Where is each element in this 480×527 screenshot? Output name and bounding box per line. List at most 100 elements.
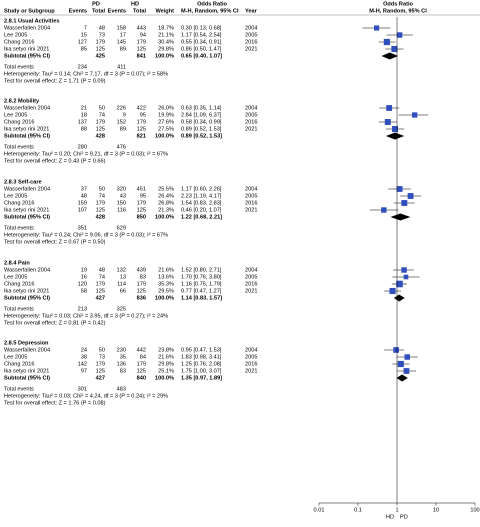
study-square: [389, 287, 396, 295]
subtotal-ci: 1.35 [0.97, 1.89]: [181, 375, 222, 381]
year: 2005: [245, 32, 257, 38]
pd-total: 74: [99, 274, 105, 280]
study-square: [412, 112, 418, 118]
hd-events: 145: [117, 39, 126, 45]
odds-ratio-ci: 2.84 [1.09, 6.37]: [181, 112, 222, 118]
overall-effect: Test for overall effect: Z = 1.71 (P = 0…: [4, 78, 106, 84]
hd-total: 439: [137, 267, 146, 273]
odds-ratio-ci: 1.17 [0.60, 2.26]: [181, 186, 222, 192]
pd-events: 142: [78, 361, 87, 367]
subtotal-ci: 0.65 [0.40, 1.07]: [181, 53, 222, 59]
total-events-hd: 629: [117, 225, 126, 231]
weight: 21.3%: [158, 207, 174, 213]
subtotal-pd-total: 427: [96, 295, 105, 301]
total-events-hd: 483: [117, 386, 126, 392]
hd-events: 132: [117, 267, 126, 273]
subtotal-hd-total: 841: [137, 53, 146, 59]
pd-events: 97: [81, 368, 87, 374]
hd-events: 150: [117, 200, 126, 206]
hd-total: 442: [137, 347, 146, 353]
study-name: Chang 2016: [4, 361, 34, 367]
year: 2004: [245, 186, 257, 192]
study-name: Lee 2005: [4, 354, 27, 360]
overall-effect: Test for overall effect: Z = 0.43 (P = 0…: [4, 158, 106, 164]
pd-events: 127: [78, 39, 87, 45]
group-title: 2.8.3 Self-care: [4, 179, 42, 185]
subtotal-pd-total: 428: [96, 133, 105, 139]
column-header: Events: [108, 8, 126, 14]
hd-total: 422: [137, 105, 146, 111]
study-square: [393, 347, 399, 353]
x-tick-label: 0.1: [354, 507, 362, 513]
odds-ratio-ci: 1.17 [0.54, 2.54]: [181, 32, 222, 38]
year: 2004: [245, 105, 257, 111]
pd-total: 50: [99, 186, 105, 192]
subtotal-diamond: [385, 132, 405, 140]
subtotal-weight: 100.0%: [155, 375, 174, 381]
weight: 21.6%: [158, 354, 174, 360]
column-header: M-H, Random, 95% CI: [181, 8, 239, 14]
study-name: Lee 2005: [4, 32, 27, 38]
study-name: Wasserfallen 2004: [4, 105, 50, 111]
study-square: [386, 105, 393, 111]
hd-total: 94: [140, 32, 146, 38]
study-square: [403, 368, 410, 374]
or-plot-header: Odds Ratio: [383, 1, 413, 7]
pd-events: 16: [81, 274, 87, 280]
pd-total: 73: [99, 354, 105, 360]
heterogeneity: Heterogeneity: Tau² = 0.24; Chi² = 9.06,…: [4, 232, 168, 238]
pd-events: 85: [81, 46, 87, 52]
weight: 25.5%: [158, 186, 174, 192]
subtotal-ci: 1.14 [0.83, 1.57]: [181, 295, 222, 301]
study-square: [401, 200, 408, 206]
study-square: [374, 25, 380, 31]
study-square: [396, 32, 403, 38]
year: 2004: [245, 267, 257, 273]
study-name: Wasserfallen 2004: [4, 25, 50, 31]
odds-ratio-ci: 1.54 [0.83, 2.83]: [181, 200, 222, 206]
column-header: Year: [245, 8, 258, 14]
subtotal-name: Subtotal (95% CI): [4, 375, 50, 381]
pd-total: 125: [96, 368, 105, 374]
hd-total: 179: [137, 119, 146, 125]
pd-total: 179: [96, 281, 105, 287]
year: 2021: [245, 368, 257, 374]
subtotal-pd-total: 427: [96, 375, 105, 381]
hd-events: 13: [120, 274, 126, 280]
study-square: [407, 193, 414, 199]
hd-total: 95: [140, 112, 146, 118]
x-tick-label: 10: [433, 507, 439, 513]
subtotal-weight: 100.0%: [155, 133, 174, 139]
pd-events: 7: [84, 25, 87, 31]
weight: 35.3%: [158, 281, 174, 287]
hd-events: 43: [120, 193, 126, 199]
pd-total: 125: [96, 46, 105, 52]
pd-events: 58: [81, 288, 87, 294]
pd-total: 74: [99, 112, 105, 118]
hd-total: 84: [140, 354, 146, 360]
total-events-pd: 234: [78, 64, 87, 70]
year: 2005: [245, 274, 257, 280]
hd-total: 125: [137, 126, 146, 132]
total-events-pd: 351: [78, 225, 87, 231]
odds-ratio-ci: 0.46 [0.20, 1.07]: [181, 207, 222, 213]
odds-ratio-ci: 0.58 [0.34, 0.99]: [181, 119, 222, 125]
hd-total: 179: [137, 200, 146, 206]
year: 2005: [245, 193, 257, 199]
study-name: Chang 2016: [4, 200, 34, 206]
study-square: [383, 38, 390, 46]
study-name: Chang 2016: [4, 119, 34, 125]
odds-ratio-ci: 1.25 [0.76, 2.08]: [181, 361, 222, 367]
group-title: 2.8.5 Depression: [4, 340, 49, 346]
pd-total: 179: [96, 200, 105, 206]
hd-events: 230: [117, 347, 126, 353]
subtotal-name: Subtotal (95% CI): [4, 133, 50, 139]
weight: 13.6%: [158, 274, 174, 280]
subtotal-name: Subtotal (95% CI): [4, 295, 50, 301]
year: 2016: [245, 119, 257, 125]
heterogeneity: Heterogeneity: Tau² = 0.03; Chi² = 4.24,…: [4, 393, 168, 399]
study-name: Chang 2016: [4, 281, 34, 287]
hd-events: 83: [120, 368, 126, 374]
study-name: Chang 2016: [4, 39, 34, 45]
weight: 19.9%: [158, 112, 174, 118]
